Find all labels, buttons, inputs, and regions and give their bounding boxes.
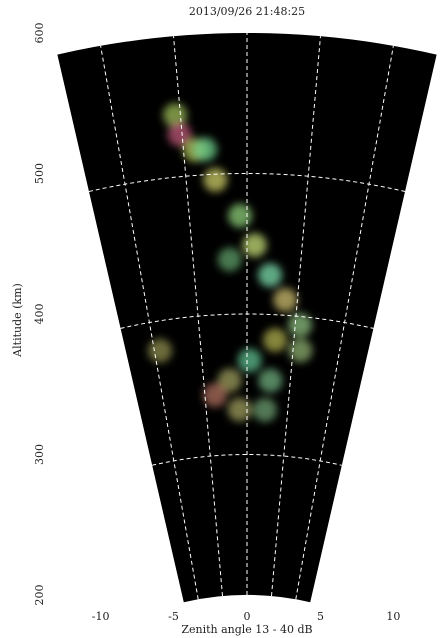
- y-tick-label: 600: [33, 23, 46, 44]
- echo: [228, 203, 253, 228]
- echo: [227, 397, 252, 422]
- fan-background: [57, 33, 437, 603]
- echoes: [148, 103, 313, 422]
- echo: [217, 368, 242, 393]
- echo: [263, 328, 288, 353]
- x-tick-label: 10: [386, 610, 400, 623]
- echo: [242, 233, 267, 258]
- y-tick-label: 400: [33, 304, 46, 325]
- y-tick-label: 500: [33, 163, 46, 184]
- echo: [193, 137, 218, 162]
- echo: [258, 263, 283, 288]
- echo: [258, 368, 283, 393]
- grid-line: [88, 173, 406, 192]
- x-tick-label: -5: [168, 610, 179, 623]
- y-axis-label: Altitude (km): [11, 283, 24, 358]
- x-tick-label: 5: [317, 610, 324, 623]
- echo: [252, 397, 277, 422]
- x-axis-label: Zenith angle 13 - 40 dB: [181, 623, 312, 636]
- echo: [217, 247, 242, 272]
- echo: [203, 167, 228, 192]
- echo: [167, 122, 192, 147]
- echo: [237, 348, 262, 373]
- echo: [148, 338, 173, 363]
- echo: [288, 312, 313, 337]
- chart-title: 2013/09/26 21:48:25: [189, 5, 305, 18]
- grid-line: [152, 454, 342, 466]
- grid-line: [120, 313, 374, 329]
- echo: [273, 287, 298, 312]
- x-tick-label: 0: [244, 610, 251, 623]
- y-tick-label: 300: [33, 444, 46, 465]
- echo: [288, 338, 313, 363]
- y-tick-label: 200: [33, 585, 46, 606]
- echo: [203, 383, 228, 408]
- x-tick-label: -10: [92, 610, 110, 623]
